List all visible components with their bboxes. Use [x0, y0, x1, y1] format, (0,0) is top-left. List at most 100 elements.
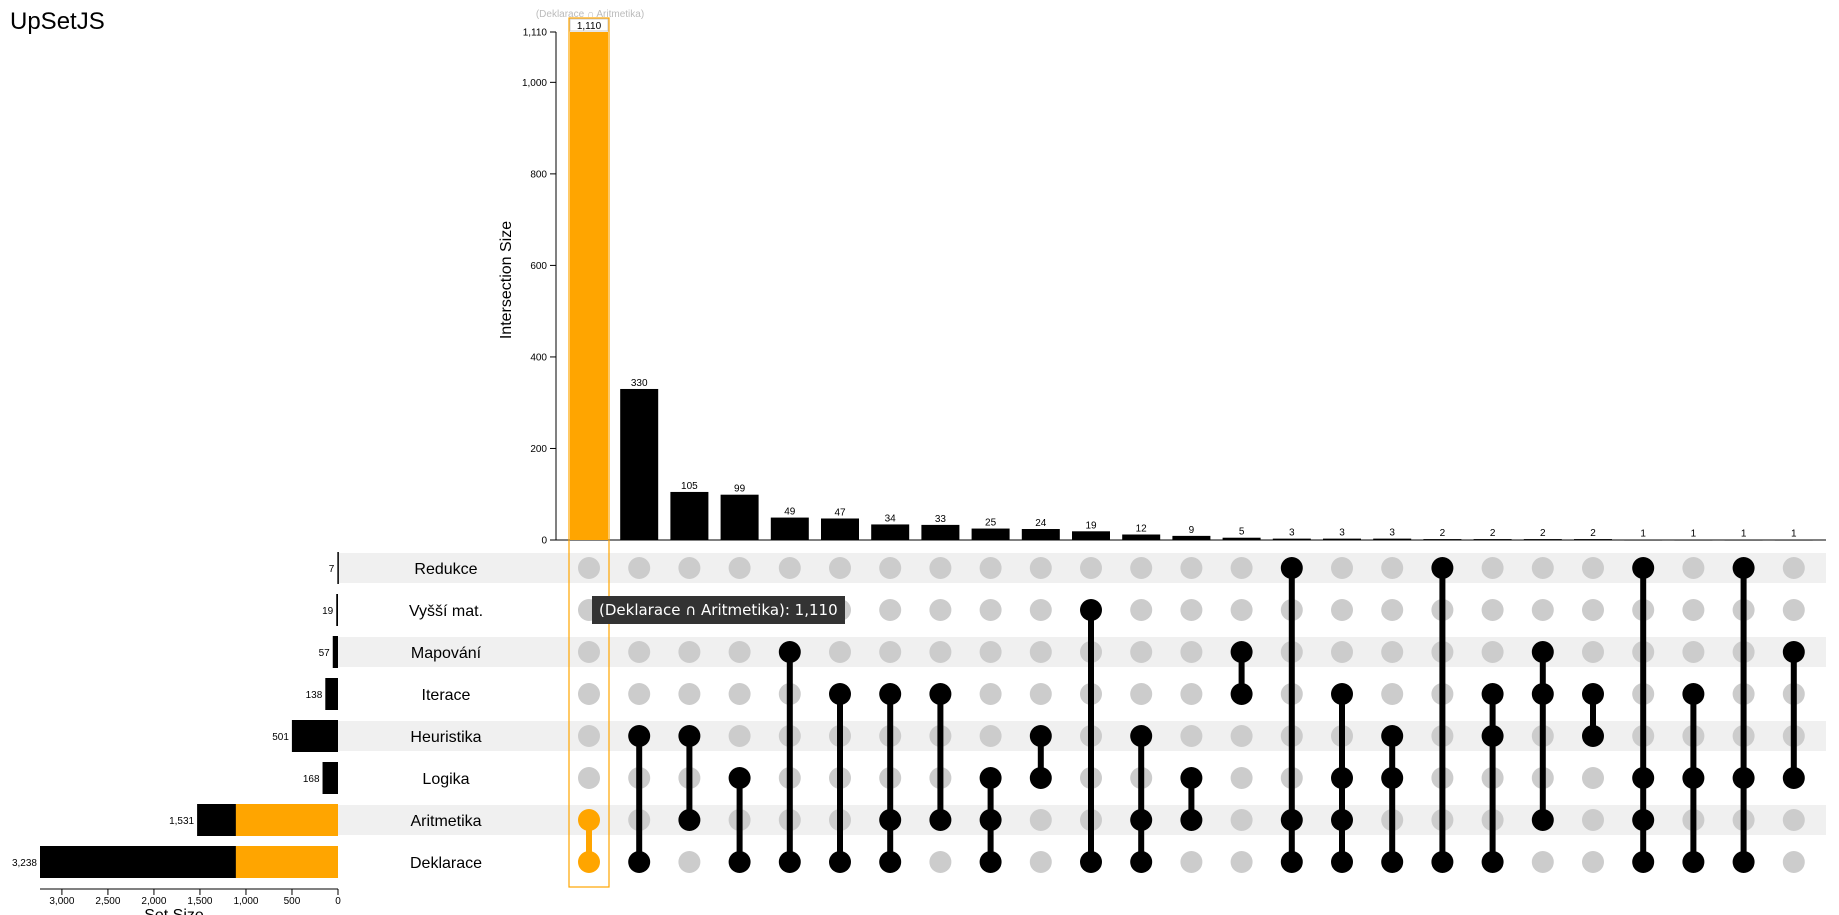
matrix-dot-inactive: [1682, 599, 1705, 621]
matrix-dot-active: [1632, 851, 1655, 873]
intersection-bar-label: 330: [631, 378, 648, 389]
matrix-dot-inactive: [1481, 599, 1504, 621]
matrix-dot-active: [778, 641, 801, 663]
matrix-dot-inactive: [1230, 557, 1253, 579]
intersection-bar: [670, 491, 709, 540]
matrix-dot-inactive: [1029, 809, 1052, 831]
matrix-dot-inactive: [628, 557, 651, 579]
x-tick-label: 500: [284, 896, 301, 907]
matrix-dot-inactive: [1130, 641, 1153, 663]
set-size-bar: [291, 720, 338, 752]
intersection-bar: [821, 518, 859, 540]
matrix-dot-inactive: [578, 683, 600, 705]
intersection-bar: [921, 524, 960, 540]
set-name-label: Aritmetika: [410, 813, 481, 830]
matrix-dot-inactive: [1782, 809, 1805, 831]
matrix-dot-active: [1682, 851, 1705, 873]
intersection-bar: [1122, 534, 1161, 540]
matrix-dot-inactive: [1080, 557, 1102, 579]
matrix-dot-inactive: [1029, 851, 1052, 873]
intersection-bar-label: 12: [1136, 524, 1148, 535]
matrix-dot-inactive: [1582, 767, 1604, 789]
intersection-bar: [1222, 537, 1261, 540]
matrix-dot-inactive: [1331, 641, 1353, 663]
selection-tooltip: (Deklarace ∩ Aritmetika): 1,110: [592, 596, 845, 624]
matrix-dot-inactive: [1029, 641, 1052, 663]
matrix-dot-inactive: [578, 725, 600, 747]
intersection-bar-label: 49: [784, 507, 796, 518]
matrix-dot-inactive: [829, 557, 851, 579]
intersection-bar: [720, 494, 759, 540]
matrix-dot-inactive: [1130, 683, 1153, 705]
matrix-dot-inactive: [929, 599, 952, 621]
matrix-dot-inactive: [979, 599, 1002, 621]
matrix-dot-inactive: [1682, 641, 1705, 663]
matrix-dot-inactive: [1782, 851, 1805, 873]
set-size-bar: [332, 636, 338, 668]
intersection-bar: [1724, 539, 1763, 541]
matrix-dot-active: [1632, 809, 1655, 831]
set-size-bar: [337, 552, 339, 584]
matrix-dot-inactive: [1230, 851, 1253, 873]
matrix-dot-inactive: [1331, 599, 1353, 621]
matrix-dot-active: [1431, 557, 1454, 579]
intersection-bar: [570, 32, 608, 540]
matrix-dot-inactive: [1381, 683, 1404, 705]
matrix-dot-active: [1682, 767, 1705, 789]
matrix-dot-inactive: [1180, 557, 1203, 579]
matrix-dot-active: [1381, 851, 1404, 873]
matrix-dot-active: [1732, 557, 1755, 579]
matrix-dot-inactive: [1531, 599, 1554, 621]
intersection-bar-label: 1: [1640, 529, 1646, 540]
matrix-dot-active: [879, 851, 902, 873]
matrix-dot-active: [1431, 851, 1454, 873]
intersection-bar-label: 24: [1035, 518, 1047, 529]
matrix-dot-inactive: [678, 641, 701, 663]
matrix-dot-inactive: [1230, 599, 1253, 621]
intersection-bar: [770, 517, 809, 540]
matrix-dot-active: [1130, 809, 1153, 831]
matrix-dot-inactive: [1381, 557, 1404, 579]
y-tick-label: 200: [530, 444, 547, 455]
set-name-label: Logika: [422, 771, 469, 788]
matrix-dot-inactive: [1582, 557, 1604, 579]
matrix-dot-active: [1732, 851, 1755, 873]
matrix-dot-active: [1230, 683, 1253, 705]
matrix-dot-active: [1632, 767, 1655, 789]
matrix-dot-inactive: [1381, 599, 1404, 621]
matrix-dot-active: [829, 851, 851, 873]
matrix-dot-active: [1481, 725, 1504, 747]
x-tick-label: 1,000: [233, 896, 258, 907]
set-size-label: 3,238: [12, 858, 37, 869]
intersection-bar: [1574, 539, 1612, 541]
matrix-dot-inactive: [728, 725, 751, 747]
set-size-axis: 3,000 2,500 2,000 1,500 1,000 500 0: [40, 888, 341, 907]
intersection-bar: [1624, 539, 1663, 541]
app-title: UpSetJS: [10, 8, 105, 35]
matrix-dot-active: [1331, 683, 1353, 705]
matrix-dot-inactive: [929, 557, 952, 579]
matrix-dot-inactive: [1582, 851, 1604, 873]
matrix-dot-inactive: [879, 599, 902, 621]
matrix-dot-inactive: [879, 641, 902, 663]
selection-hover-label: (Deklarace ∩ Aritmetika): [536, 9, 644, 20]
intersection-bar: [1021, 529, 1060, 540]
matrix-dot-active: [1130, 725, 1153, 747]
matrix-dot-inactive: [1531, 851, 1554, 873]
matrix-dot-active: [628, 725, 651, 747]
set-name-label: Mapování: [411, 645, 482, 662]
matrix-dot-active: [1080, 851, 1102, 873]
matrix-dot-inactive: [979, 683, 1002, 705]
matrix-dot-inactive: [728, 557, 751, 579]
set-name-label: Iterace: [422, 687, 471, 704]
set-size-label: 57: [319, 648, 331, 659]
intersection-bar-label: 3: [1339, 528, 1345, 539]
intersection-bar-label: 2: [1590, 528, 1596, 539]
matrix-dot-active: [1130, 851, 1153, 873]
matrix-dot-inactive: [979, 641, 1002, 663]
matrix-dot-inactive: [1180, 683, 1203, 705]
matrix-dot-inactive: [578, 641, 600, 663]
matrix-dot-inactive: [1029, 557, 1052, 579]
matrix-dot-inactive: [1180, 851, 1203, 873]
